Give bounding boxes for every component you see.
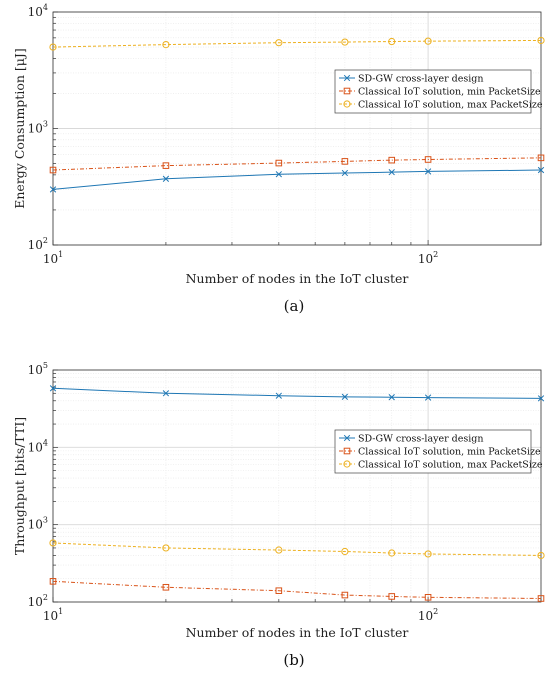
y-axis-label: Throughput [bits/TTI] — [12, 417, 27, 555]
data-point — [424, 394, 432, 401]
series-sdgw — [49, 385, 545, 402]
data-point — [341, 393, 349, 400]
data-point — [388, 394, 395, 401]
legend-entry: Classical IoT solution, min PacketSize — [358, 86, 541, 97]
data-point — [49, 539, 57, 547]
data-point — [388, 549, 396, 557]
data-point — [537, 154, 545, 162]
data-point — [424, 594, 432, 601]
x-tick-label: 101 — [43, 607, 63, 623]
figure-caption: (a) — [284, 297, 305, 315]
data-point — [162, 41, 170, 49]
series-max-packetsize — [49, 36, 545, 51]
data-point — [49, 385, 57, 392]
data-point — [537, 551, 545, 560]
data-point — [341, 547, 349, 556]
legend-marker — [343, 100, 351, 108]
y-tick-label: 105 — [28, 361, 48, 377]
y-tick-label: 104 — [28, 438, 48, 454]
y-tick-label: 102 — [28, 593, 48, 609]
legend-entry: SD-GW cross-layer design — [358, 73, 484, 84]
legend: SD-GW cross-layer design Classical IoT so… — [334, 69, 543, 114]
series-line — [52, 580, 542, 599]
data-point — [49, 166, 57, 174]
legend-box — [334, 429, 532, 474]
series-min-packetsize — [49, 578, 545, 602]
legend-entry: Classical IoT solution, max PacketSize — [358, 99, 543, 110]
data-point — [388, 156, 396, 164]
data-point — [162, 162, 170, 169]
data-point — [424, 37, 432, 45]
legend-marker — [343, 460, 351, 468]
legend-entry: SD-GW cross-layer design — [358, 433, 484, 444]
data-point — [341, 38, 349, 46]
legend-box — [334, 69, 532, 114]
data-point — [275, 159, 283, 167]
axes-box — [52, 369, 542, 603]
data-point — [424, 156, 432, 163]
data-point — [275, 546, 283, 554]
figure-caption: (b) — [283, 651, 304, 669]
series-line — [52, 39, 542, 48]
legend-marker — [343, 74, 351, 82]
data-point — [162, 583, 170, 591]
x-axis-label: Number of nodes in the IoT cluster — [186, 625, 409, 640]
data-point — [424, 550, 432, 558]
data-point — [388, 37, 396, 46]
data-point — [275, 39, 283, 47]
legend-marker — [343, 434, 351, 442]
data-point — [537, 36, 545, 45]
data-point — [275, 171, 282, 178]
y-axis-label: Energy Consumption [μJ] — [12, 48, 27, 209]
data-point — [162, 390, 170, 397]
data-point — [162, 175, 170, 182]
x-axis-label: Number of nodes in the IoT cluster — [186, 271, 409, 286]
x-tick-label: 102 — [418, 607, 438, 623]
series-min-packetsize — [49, 154, 545, 174]
data-point — [49, 43, 57, 51]
data-point — [275, 392, 282, 399]
data-point — [341, 591, 349, 599]
data-point — [424, 168, 432, 175]
legend-entry: Classical IoT solution, min PacketSize — [358, 446, 541, 457]
x-tick-label: 102 — [418, 250, 438, 266]
data-point — [388, 168, 395, 176]
data-point — [162, 544, 170, 552]
y-tick-label: 104 — [28, 3, 48, 19]
data-point — [341, 158, 349, 165]
legend: SD-GW cross-layer design Classical IoT so… — [334, 429, 543, 474]
data-point — [537, 166, 545, 174]
data-point — [537, 395, 545, 402]
data-point — [388, 593, 396, 600]
data-point — [49, 186, 57, 193]
plot-area — [53, 370, 541, 602]
legend-marker — [343, 447, 351, 455]
y-tick-label: 103 — [28, 516, 48, 532]
data-point — [275, 587, 283, 594]
series-line — [52, 157, 542, 171]
series-sdgw — [49, 166, 545, 193]
data-point — [49, 578, 57, 585]
y-tick-label: 103 — [28, 120, 48, 136]
data-point — [537, 595, 545, 602]
legend-marker — [343, 87, 351, 95]
x-tick-label: 101 — [43, 250, 63, 266]
data-point — [341, 169, 349, 177]
y-tick-label: 102 — [28, 236, 48, 252]
series-line — [52, 542, 542, 556]
series-max-packetsize — [49, 539, 545, 560]
legend-entry: Classical IoT solution, max PacketSize — [358, 459, 543, 470]
